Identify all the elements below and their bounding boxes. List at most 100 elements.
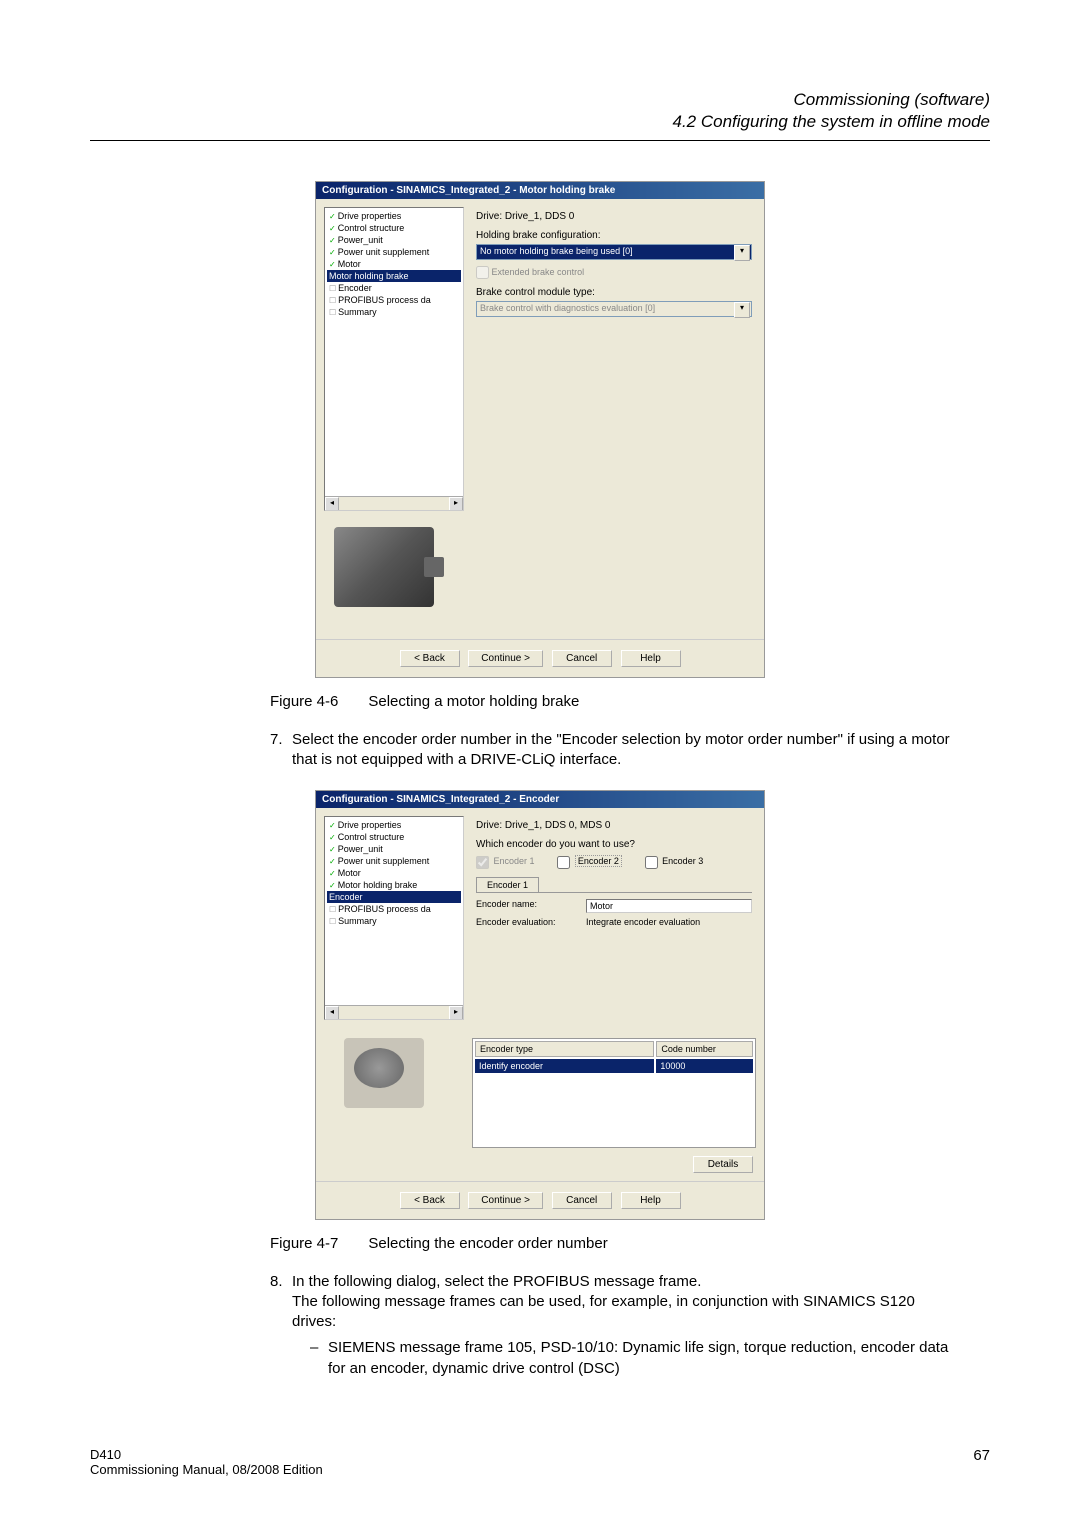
help-button[interactable]: Help	[621, 1192, 681, 1209]
sidebar-item[interactable]: Motor holding brake	[327, 879, 461, 891]
help-button[interactable]: Help	[621, 650, 681, 667]
drive-label: Drive: Drive_1, DDS 0, MDS 0	[476, 820, 752, 831]
sidebar-scrollbar[interactable]: ◂ ▸	[325, 496, 463, 510]
encoder-table-wrap: Encoder type Code number Identify encode…	[472, 1028, 756, 1173]
dialog-content: Drive: Drive_1, DDS 0, MDS 0 Which encod…	[472, 816, 756, 1020]
header-subtitle: 4.2 Configuring the system in offline mo…	[90, 112, 990, 132]
extended-label: Extended brake control	[492, 267, 585, 277]
page-header: Commissioning (software) 4.2 Configuring…	[90, 90, 990, 132]
sidebar-item[interactable]: Motor	[327, 258, 461, 270]
table-empty	[475, 1075, 753, 1145]
header-divider	[90, 140, 990, 141]
scroll-left-icon[interactable]: ◂	[325, 1006, 339, 1020]
sidebar-item[interactable]: Power unit supplement	[327, 855, 461, 867]
encoder-eval-value: Integrate encoder evaluation	[586, 917, 700, 927]
details-button[interactable]: Details	[693, 1156, 753, 1173]
details-row: Details	[472, 1156, 756, 1173]
back-button[interactable]: < Back	[400, 650, 460, 667]
encoder-name-input[interactable]: Motor	[586, 899, 752, 913]
footer-edition: Commissioning Manual, 08/2008 Edition	[90, 1462, 323, 1477]
dialog-image-area	[316, 519, 764, 639]
dialog-button-bar: < Back Continue > Cancel Help	[316, 1181, 764, 1219]
figure-text: Selecting the encoder order number	[368, 1235, 607, 1252]
step-number: 7.	[270, 730, 292, 771]
sidebar-item[interactable]: Control structure	[327, 831, 461, 843]
sidebar-item[interactable]: Summary	[327, 915, 461, 927]
scroll-right-icon[interactable]: ▸	[449, 1006, 463, 1020]
dialog-button-bar: < Back Continue > Cancel Help	[316, 639, 764, 677]
col-code-number: Code number	[656, 1041, 753, 1057]
encoder2-check[interactable]: Encoder 2	[557, 856, 622, 866]
cell-code-number: 10000	[656, 1059, 753, 1073]
sidebar-item[interactable]: Control structure	[327, 222, 461, 234]
sidebar-item[interactable]: Drive properties	[327, 210, 461, 222]
sidebar-item[interactable]: Power unit supplement	[327, 246, 461, 258]
figure-caption-1: Figure 4-6 Selecting a motor holding brak…	[270, 693, 990, 710]
back-button[interactable]: < Back	[400, 1192, 460, 1209]
figure-number: Figure 4-7	[270, 1235, 338, 1252]
config-label: Holding brake configuration:	[476, 230, 752, 241]
sidebar-item[interactable]: Encoder	[327, 282, 461, 294]
dialog-body: Drive properties Control structure Power…	[316, 808, 764, 1028]
dialog-titlebar: Configuration - SINAMICS_Integrated_2 - …	[316, 182, 764, 199]
encoder-image	[344, 1038, 424, 1108]
encoder-image-wrap	[324, 1028, 464, 1173]
enc1-checkbox	[476, 856, 489, 869]
dialog-content: Drive: Drive_1, DDS 0 Holding brake conf…	[472, 207, 756, 511]
continue-button[interactable]: Continue >	[468, 650, 543, 667]
sub-list: – SIEMENS message frame 105, PSD-10/10: …	[310, 1338, 960, 1379]
enc2-checkbox[interactable]	[557, 856, 570, 869]
encoder-checkboxes: Encoder 1 Encoder 2 Encoder 3	[476, 856, 752, 869]
dialog-lower: Encoder type Code number Identify encode…	[316, 1028, 764, 1181]
table-row-selected[interactable]: Identify encoder 10000	[475, 1059, 753, 1073]
sidebar-item[interactable]: Drive properties	[327, 819, 461, 831]
footer-doc-id: D410	[90, 1447, 323, 1462]
sidebar-item[interactable]: Motor	[327, 867, 461, 879]
encoder-type-table: Encoder type Code number Identify encode…	[472, 1038, 756, 1148]
wizard-sidebar: Drive properties Control structure Power…	[324, 207, 464, 511]
sidebar-item-selected[interactable]: Encoder	[327, 891, 461, 903]
sidebar-item[interactable]: Power_unit	[327, 234, 461, 246]
which-encoder-label: Which encoder do you want to use?	[476, 839, 752, 850]
scroll-right-icon[interactable]: ▸	[449, 497, 463, 511]
encoder-eval-label: Encoder evaluation:	[476, 917, 586, 927]
step-content: In the following dialog, select the PROF…	[292, 1272, 960, 1379]
enc3-checkbox[interactable]	[645, 856, 658, 869]
footer-left: D410 Commissioning Manual, 08/2008 Editi…	[90, 1447, 323, 1477]
encoder1-check: Encoder 1	[476, 856, 535, 866]
sidebar-item[interactable]: PROFIBUS process da	[327, 294, 461, 306]
dialog-titlebar: Configuration - SINAMICS_Integrated_2 - …	[316, 791, 764, 808]
encoder3-check[interactable]: Encoder 3	[645, 856, 704, 866]
step-7: 7. Select the encoder order number in th…	[270, 730, 960, 771]
encoder-name-field: Encoder name: Motor	[476, 899, 752, 913]
cancel-button[interactable]: Cancel	[552, 650, 612, 667]
header-title: Commissioning (software)	[90, 90, 990, 110]
sidebar-item[interactable]: Summary	[327, 306, 461, 318]
step-line2: The following message frames can be used…	[292, 1292, 960, 1333]
encoder-name-label: Encoder name:	[476, 899, 586, 913]
module-label: Brake control module type:	[476, 287, 752, 298]
encoder-eval-field: Encoder evaluation: Integrate encoder ev…	[476, 917, 752, 927]
drive-label: Drive: Drive_1, DDS 0	[476, 211, 752, 222]
encoder-tabs: Encoder 1	[476, 877, 752, 893]
module-dropdown: Brake control with diagnostics evaluatio…	[476, 301, 752, 317]
step-text: Select the encoder order number in the "…	[292, 730, 960, 771]
sub-item: – SIEMENS message frame 105, PSD-10/10: …	[310, 1338, 960, 1379]
extended-brake-check: Extended brake control	[476, 266, 752, 279]
figure-number: Figure 4-6	[270, 693, 338, 710]
step-8: 8. In the following dialog, select the P…	[270, 1272, 960, 1379]
cancel-button[interactable]: Cancel	[552, 1192, 612, 1209]
brake-config-dropdown[interactable]: No motor holding brake being used [0]	[476, 244, 752, 260]
figure-text: Selecting a motor holding brake	[368, 693, 579, 710]
page-footer: D410 Commissioning Manual, 08/2008 Editi…	[90, 1447, 990, 1477]
sidebar-item-selected[interactable]: Motor holding brake	[327, 270, 461, 282]
sub-text: SIEMENS message frame 105, PSD-10/10: Dy…	[328, 1338, 960, 1379]
figure-caption-2: Figure 4-7 Selecting the encoder order nu…	[270, 1235, 990, 1252]
sidebar-item[interactable]: Power_unit	[327, 843, 461, 855]
wizard-sidebar: Drive properties Control structure Power…	[324, 816, 464, 1020]
sidebar-item[interactable]: PROFIBUS process da	[327, 903, 461, 915]
continue-button[interactable]: Continue >	[468, 1192, 543, 1209]
encoder1-tab[interactable]: Encoder 1	[476, 877, 539, 892]
sidebar-scrollbar[interactable]: ◂ ▸	[325, 1005, 463, 1019]
scroll-left-icon[interactable]: ◂	[325, 497, 339, 511]
